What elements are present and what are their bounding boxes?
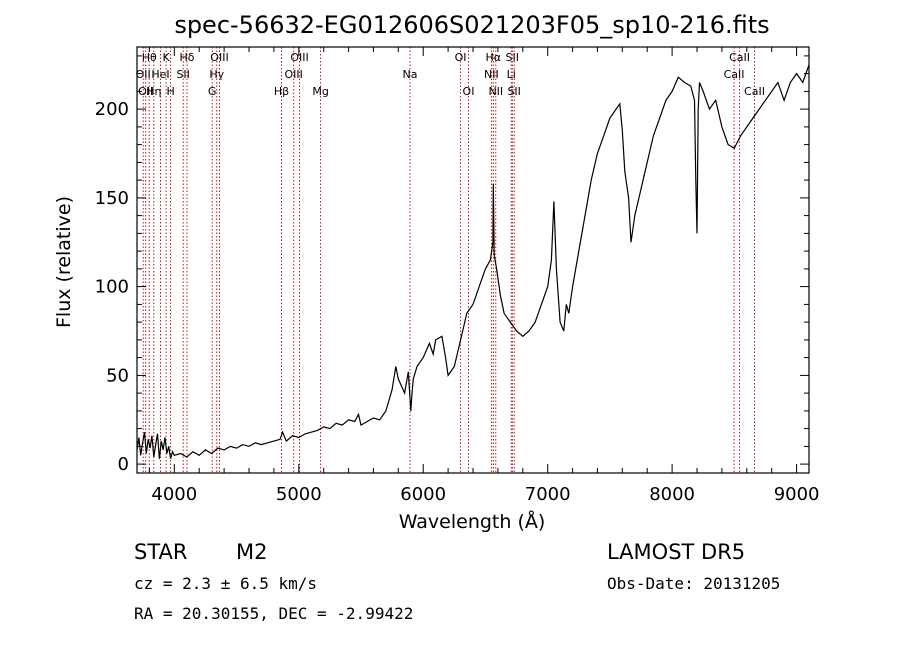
x-axis: 4000 5000 6000 7000 8000 9000 (148, 47, 820, 505)
line-label-25: NII (488, 85, 503, 98)
y-axis-label: Flux (relative) (53, 196, 75, 328)
x-tick-label: 9000 (774, 484, 820, 505)
line-label-7: SII (506, 51, 519, 64)
coordinates: RA = 20.30155, DEC = -2.99422 (134, 604, 414, 623)
redshift-velocity: cz = 2.3 ± 6.5 km/s (134, 574, 318, 593)
line-label-16: CaII (724, 68, 745, 81)
survey-name: LAMOST DR5 (607, 540, 746, 564)
line-label-3: OIII (210, 51, 228, 64)
plot-frame (136, 46, 810, 474)
line-label-12: Hγ (209, 68, 224, 81)
line-label-2: Hδ (179, 51, 194, 64)
line-label-9: OII (136, 68, 151, 81)
line-label-15: Li (507, 68, 516, 81)
line-label-6: Hα (486, 51, 502, 64)
line-label-17: OII (138, 85, 153, 98)
y-tick-label: 150 (95, 188, 129, 209)
line-label-23: Na (403, 68, 418, 81)
line-label-11: SII (176, 68, 189, 81)
line-label-14: NII (484, 68, 499, 81)
chart-title: spec-56632-EG012606S021203F05_sp10-216.f… (174, 11, 769, 39)
line-label-18: Hη (146, 85, 161, 98)
line-label-27: CaII (744, 85, 765, 98)
spectrum-chart: spec-56632-EG012606S021203F05_sp10-216.f… (53, 11, 820, 533)
line-label-19: H (166, 85, 174, 98)
line-label-5: OI (455, 51, 467, 64)
line-label-24: OI (463, 85, 475, 98)
spectral-subclass: M2 (236, 540, 268, 564)
x-axis-label: Wavelength (Å) (399, 510, 546, 533)
x-tick-label: 7000 (525, 484, 571, 505)
line-label-8: CaII (729, 51, 750, 64)
y-tick-label: 0 (118, 454, 129, 475)
y-tick-label: 200 (95, 99, 129, 120)
x-tick-label: 8000 (649, 484, 695, 505)
line-label-1: K (162, 51, 170, 64)
observation-date: Obs-Date: 20131205 (607, 574, 781, 593)
x-tick-label: 4000 (151, 484, 197, 505)
spectrum-line (136, 64, 810, 459)
y-axis: 0 50 100 150 200 (95, 55, 809, 475)
object-type: STAR (134, 540, 188, 564)
line-label-21: Hβ (274, 85, 289, 98)
line-label-22: Mg (312, 85, 328, 98)
line-label-4: OIII (290, 51, 308, 64)
line-label-20: G (208, 85, 217, 98)
line-label-13: OIII (285, 68, 303, 81)
x-tick-label: 6000 (400, 484, 446, 505)
x-tick-label: 5000 (276, 484, 322, 505)
line-label-0: Hθ (142, 51, 157, 64)
y-tick-label: 50 (106, 365, 129, 386)
line-label-26: SII (507, 85, 520, 98)
line-label-10: HeI (151, 68, 169, 81)
y-tick-label: 100 (95, 277, 129, 298)
